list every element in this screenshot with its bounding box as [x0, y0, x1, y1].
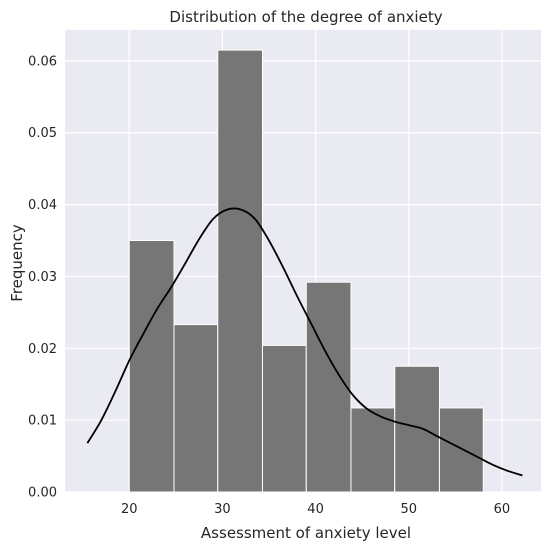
y-tick-label: 0.04 [28, 198, 57, 213]
chart-title: Distribution of the degree of anxiety [169, 8, 442, 26]
histogram-bars [128, 49, 484, 493]
histogram-bar-3 [261, 344, 307, 493]
y-tick-label: 0.05 [28, 126, 57, 141]
histogram-bar-5 [350, 407, 396, 493]
x-tick-label: 40 [307, 502, 324, 517]
histogram-bar-0 [128, 240, 175, 493]
y-tick-label: 0.06 [28, 54, 57, 69]
histogram-bar-1 [173, 324, 219, 493]
y-axis-label: Frequency [8, 224, 26, 302]
y-tick-label: 0.00 [28, 486, 57, 501]
x-axis-label: Assessment of anxiety level [201, 524, 411, 542]
x-tick-label: 60 [494, 502, 511, 517]
histogram-bar-2 [217, 49, 263, 493]
y-tick-label: 0.03 [28, 270, 57, 285]
kde-curve [86, 207, 523, 477]
y-tick-label: 0.02 [28, 342, 57, 357]
histogram-bar-4 [305, 281, 352, 493]
x-tick-label: 30 [214, 502, 231, 517]
y-tick-label: 0.01 [28, 414, 57, 429]
x-tick-label: 50 [400, 502, 417, 517]
y-axis-ticks: 0.00 0.01 0.02 0.03 0.04 0.05 0.06 [28, 54, 57, 500]
histogram-bar-7 [438, 407, 484, 493]
histogram-bar-6 [394, 365, 440, 493]
x-tick-label: 20 [121, 502, 138, 517]
x-axis-ticks: 20 30 40 50 60 [121, 502, 510, 517]
